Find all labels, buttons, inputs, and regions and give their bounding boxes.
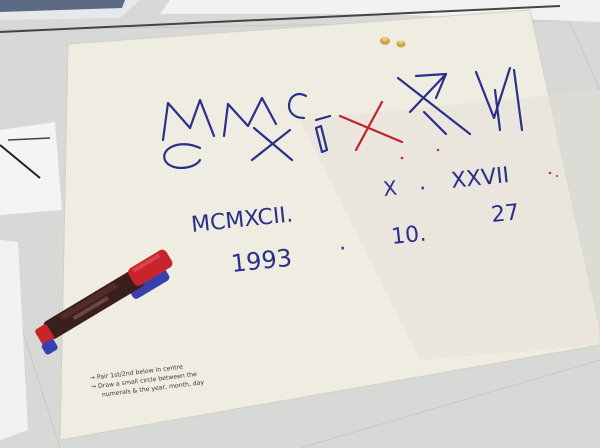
month-arabic-text: 10. [390,221,427,250]
paper-sheet [60,10,600,440]
left-paper-scrap [0,122,62,215]
marker-tip-blue [41,339,58,355]
day-roman-text: XXVII [450,163,510,194]
brass-pin-icon [380,37,406,48]
top-ruler-line [0,5,561,33]
marker-cap-red [128,249,173,286]
red-x-stroke [338,100,404,152]
day-arabic-text: 27 [490,200,520,228]
month-roman-text: X [382,176,398,201]
scrap-line [0,144,41,179]
marker-pen-icon [35,249,173,355]
sep-dot-1: · [418,176,428,202]
roman-monogram-drawing [161,66,524,169]
marker-tip-red [35,324,55,345]
red-dots [400,148,558,177]
sep-dot-2: · [338,236,348,262]
left-paper-strip [0,240,28,440]
year-arabic-text: 1993 [230,244,294,278]
top-left-object [0,0,125,12]
